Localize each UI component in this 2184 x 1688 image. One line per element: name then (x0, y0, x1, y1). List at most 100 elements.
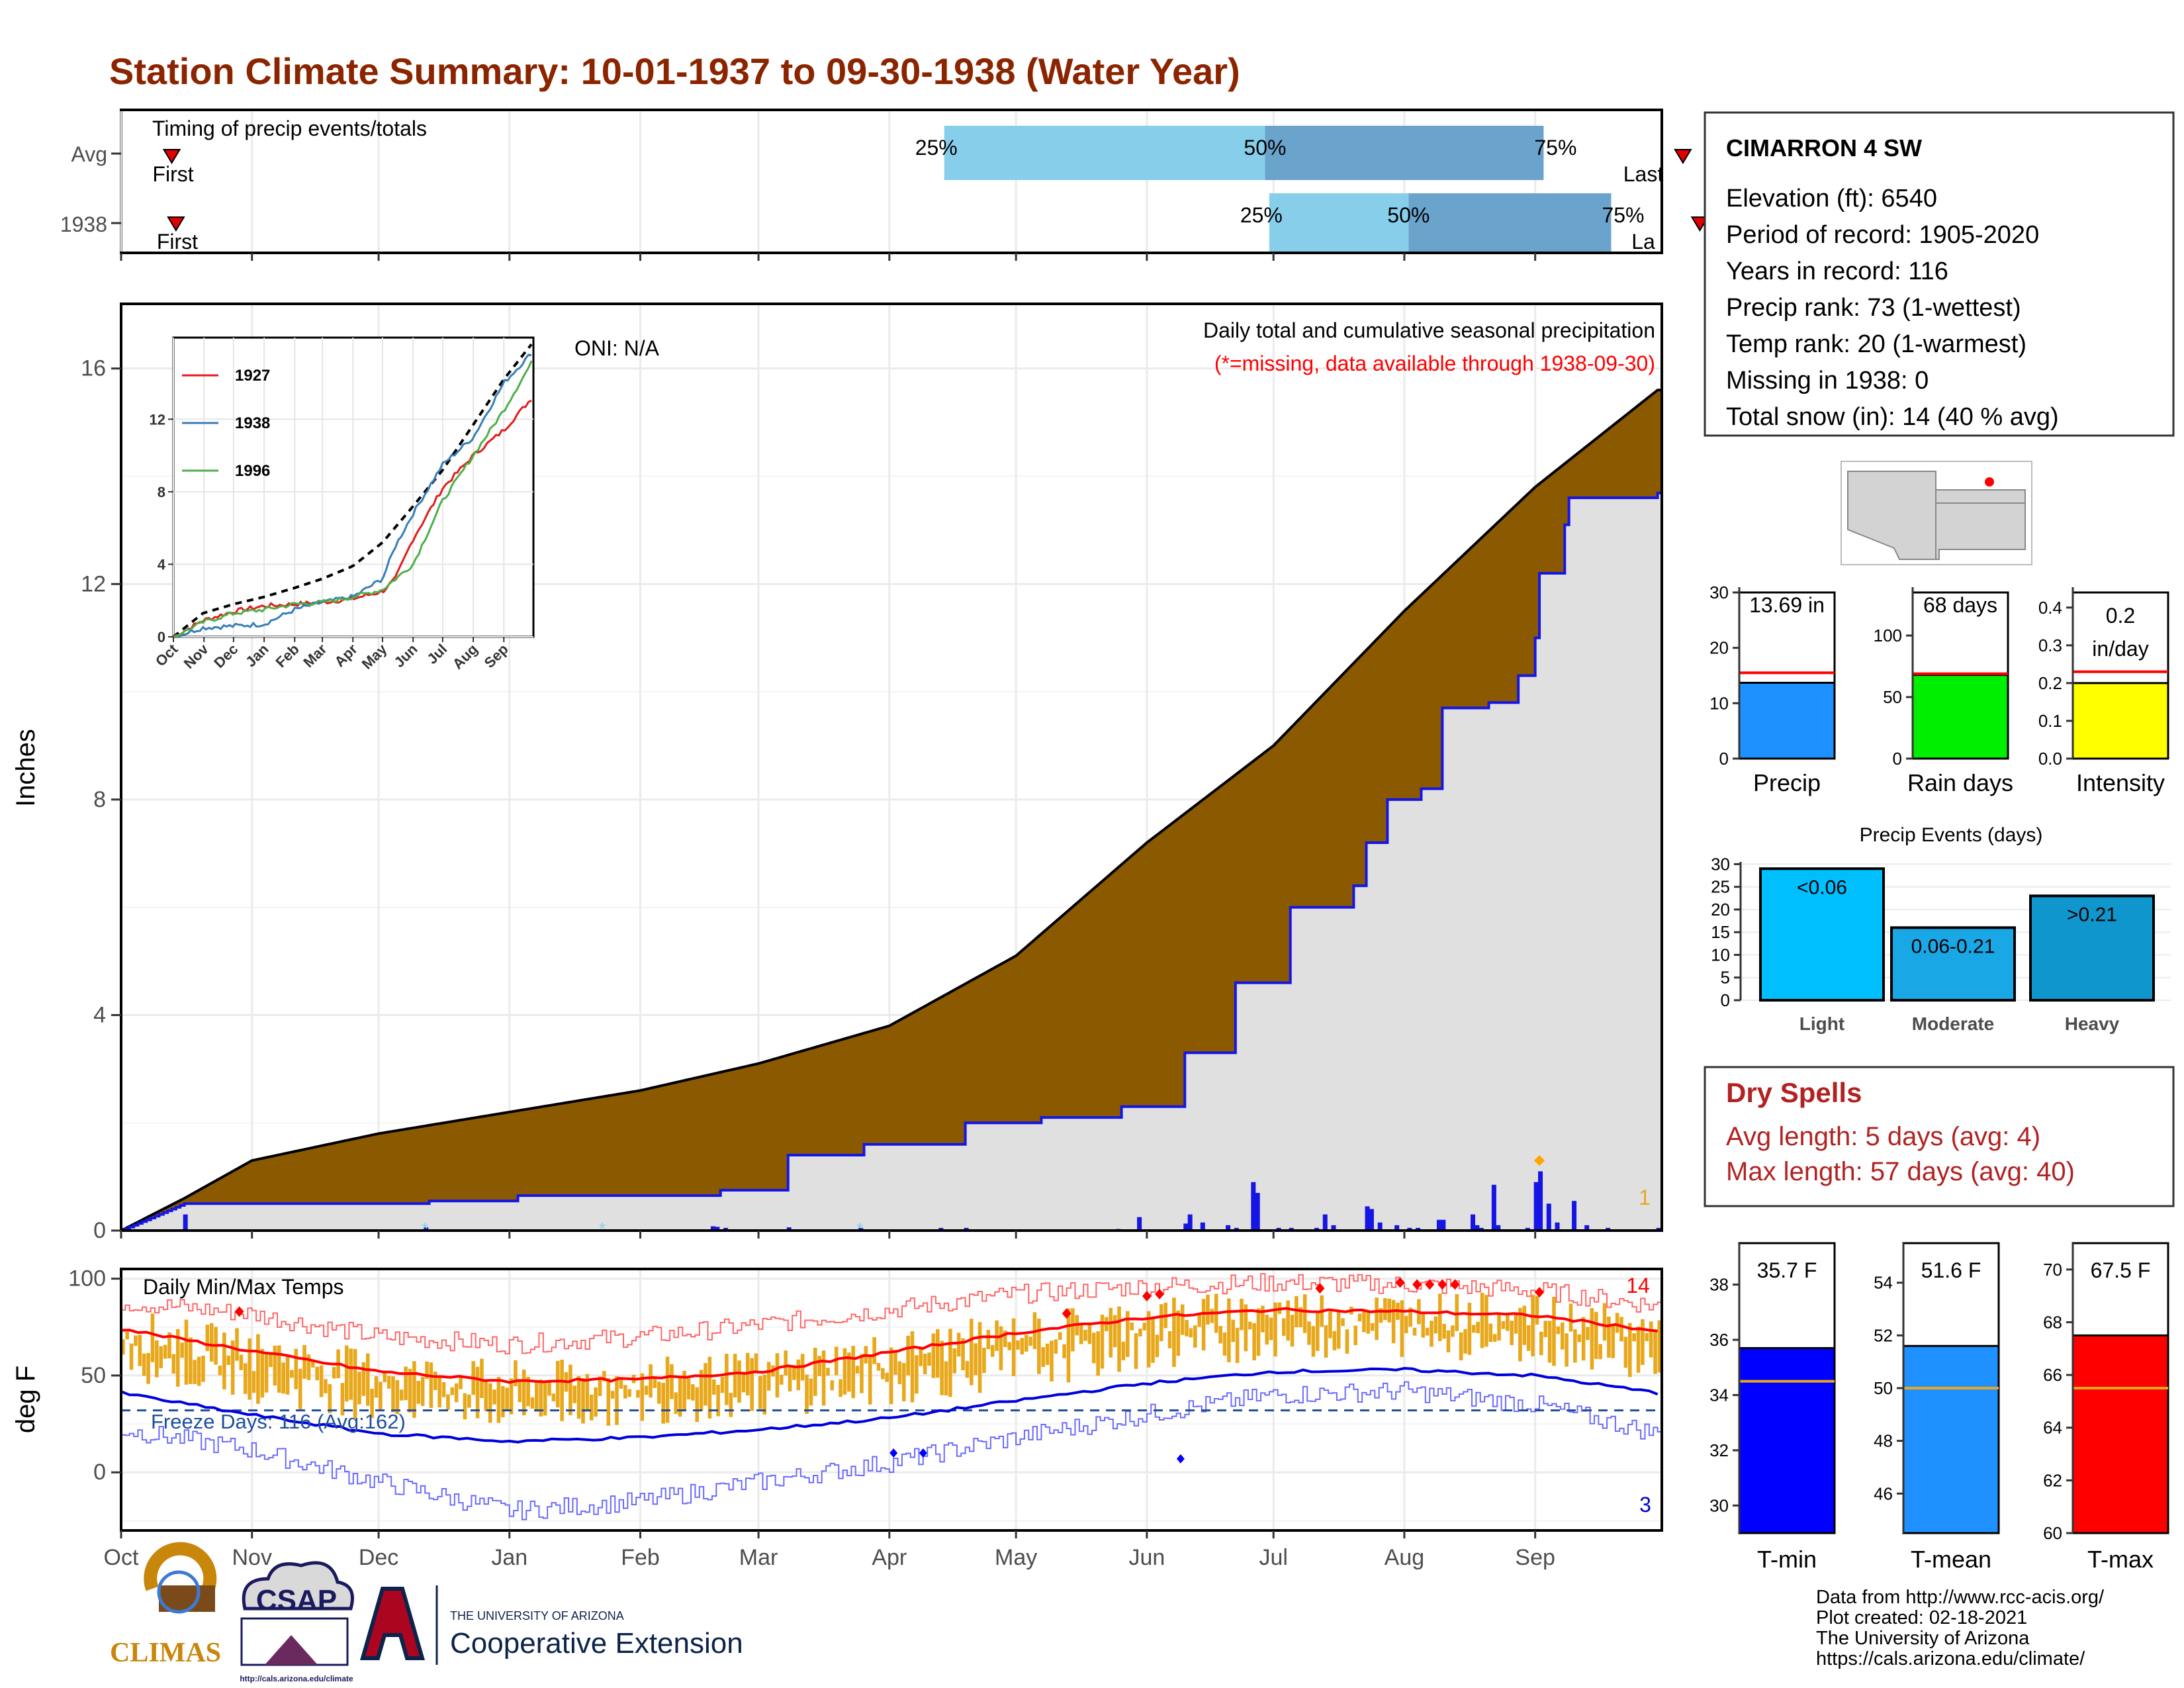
record-low-line (121, 1381, 1662, 1521)
station-detail-line: Missing in 1938: 0 (1726, 367, 1929, 395)
inset-y-tick-label: 8 (158, 484, 165, 500)
timing-label-75: 75% (1534, 136, 1576, 160)
daily-temp-bar (1590, 1308, 1594, 1370)
daily-temp-bar (1526, 1325, 1531, 1351)
daily-temp-bar (543, 1381, 547, 1416)
precip-y-tick-label: 0 (93, 1218, 106, 1243)
daily-temp-bar (201, 1355, 205, 1382)
daily-temp-bar (940, 1340, 944, 1395)
daily-temp-bar (311, 1360, 315, 1368)
record-high-marker (234, 1306, 244, 1317)
daily-temp-bar (1594, 1311, 1598, 1359)
mini-bar-chart-intensity: 0.2 in/day 0.0 0.1 0.2 0.3 0.4 Intensity (2038, 587, 2169, 796)
temp-bar-value-label: 67.5 F (2091, 1258, 2151, 1282)
daily-temp-bar (189, 1337, 193, 1384)
daily-precip-bar (1314, 1227, 1319, 1231)
daily-precip-bar (964, 1227, 969, 1231)
mini-bar-y-tick-label: 30 (1709, 583, 1729, 602)
daily-temp-bar (441, 1382, 446, 1397)
daily-temp-bar (1265, 1315, 1269, 1345)
x-tick-label: Jul (1259, 1545, 1287, 1570)
daily-temp-bar (1087, 1324, 1092, 1344)
daily-temp-bar (615, 1376, 619, 1425)
timing-row-avg-label: Avg (71, 142, 107, 166)
record-high-marker (1412, 1279, 1422, 1290)
station-detail-line: Years in record: 116 (1726, 258, 1948, 285)
daily-temp-bar (535, 1380, 539, 1412)
daily-temp-bar (704, 1363, 707, 1406)
daily-temp-bar (379, 1382, 383, 1410)
temp-bar-y-tick-label: 54 (1874, 1273, 1893, 1293)
mini-bar-value (1738, 681, 1836, 760)
daily-temp-bar (944, 1361, 948, 1396)
daily-temp-bar (395, 1380, 400, 1415)
daily-temp-bar (1425, 1327, 1430, 1336)
daily-temp-bar (691, 1384, 695, 1401)
daily-temp-bar (332, 1367, 336, 1379)
inset-legend-label: 1927 (235, 367, 270, 385)
daily-temp-bar (454, 1383, 459, 1403)
snow-marker: * (599, 1219, 606, 1239)
inset-y-tick-label: 0 (158, 629, 165, 645)
daily-temp-bar (1041, 1347, 1046, 1367)
temp-panel: 0 50 100 deg F Daily Min/Max Temps Freeze … (11, 1266, 1663, 1532)
events-y-tick-label: 15 (1711, 922, 1730, 942)
mini-bar-y-tick-label: 0 (1893, 749, 1902, 769)
daily-precip-bar (1255, 1193, 1260, 1231)
mini-bar-chart-rain-days: 68 days 0 50 100 Rain days (1874, 587, 2013, 796)
daily-temp-bar (1476, 1321, 1480, 1334)
x-tick-label: May (995, 1545, 1037, 1570)
daily-temp-bar (294, 1348, 298, 1389)
daily-temp-bar (686, 1378, 691, 1400)
record-high-marker (1315, 1283, 1325, 1294)
daily-temp-bar (1501, 1321, 1506, 1329)
daily-temp-bar (547, 1380, 551, 1396)
daily-temp-bar (982, 1348, 986, 1374)
daily-temp-bar (965, 1361, 970, 1378)
daily-precip-bar (1584, 1225, 1590, 1231)
events-y-tick-label: 0 (1721, 990, 1730, 1010)
daily-temp-bar (572, 1385, 577, 1403)
temp-bar-chart-t-max: 67.5 F 60 62 64 66 68 70 T-max (2043, 1242, 2169, 1573)
daily-temp-bar (146, 1352, 150, 1384)
temp-bar-y-tick-label: 66 (2043, 1365, 2062, 1385)
daily-temp-bar (340, 1383, 345, 1416)
snow-marker: * (422, 1219, 428, 1239)
inset-y-tick-label: 4 (158, 556, 166, 573)
first-event-marker (167, 216, 185, 232)
temp-bar-label: T-min (1757, 1546, 1817, 1573)
daily-temp-bar (209, 1323, 214, 1362)
mini-bar-chart-precip: 13.69 in 0 10 20 30 Precip (1709, 583, 1836, 796)
daily-temp-bar (906, 1335, 910, 1376)
x-tick-label: Feb (621, 1545, 660, 1570)
daily-temp-bar (560, 1360, 564, 1421)
mini-bar-value-label: 13.69 in (1749, 593, 1825, 617)
footer-line-created: Plot created: 02-18-2021 (1816, 1607, 2028, 1628)
daily-temp-bar (1151, 1319, 1155, 1363)
daily-temp-bar (1290, 1315, 1295, 1347)
daily-temp-bar (872, 1337, 876, 1364)
daily-temp-bar (784, 1350, 788, 1376)
daily-precip-bar (1369, 1209, 1374, 1231)
daily-temp-bar (1167, 1331, 1172, 1348)
daily-temp-bar (594, 1387, 598, 1417)
temp-bar-y-tick-label: 46 (1874, 1483, 1893, 1503)
daily-temp-bar (492, 1389, 496, 1405)
daily-precip-bar (1656, 1227, 1661, 1231)
corner-count: 1 (1639, 1186, 1651, 1209)
daily-temp-bar (1248, 1321, 1252, 1330)
daily-precip-bar (1137, 1217, 1142, 1231)
daily-temp-bar (839, 1379, 842, 1397)
daily-temp-bar (1311, 1326, 1316, 1357)
events-category-label: Light (1799, 1013, 1844, 1034)
daily-temp-bar (467, 1394, 471, 1408)
daily-temp-bar (1269, 1317, 1273, 1340)
dry-spells-avg: Avg length: 5 days (avg: 4) (1726, 1122, 2040, 1151)
last-event-marker (1674, 149, 1692, 164)
daily-temp-bar (412, 1361, 416, 1418)
daily-temp-bar (1366, 1311, 1371, 1334)
inset-line-1938 (173, 353, 532, 638)
record-high-marker (1395, 1277, 1405, 1288)
daily-temp-bar (437, 1376, 441, 1408)
daily-temp-bar (383, 1372, 387, 1383)
